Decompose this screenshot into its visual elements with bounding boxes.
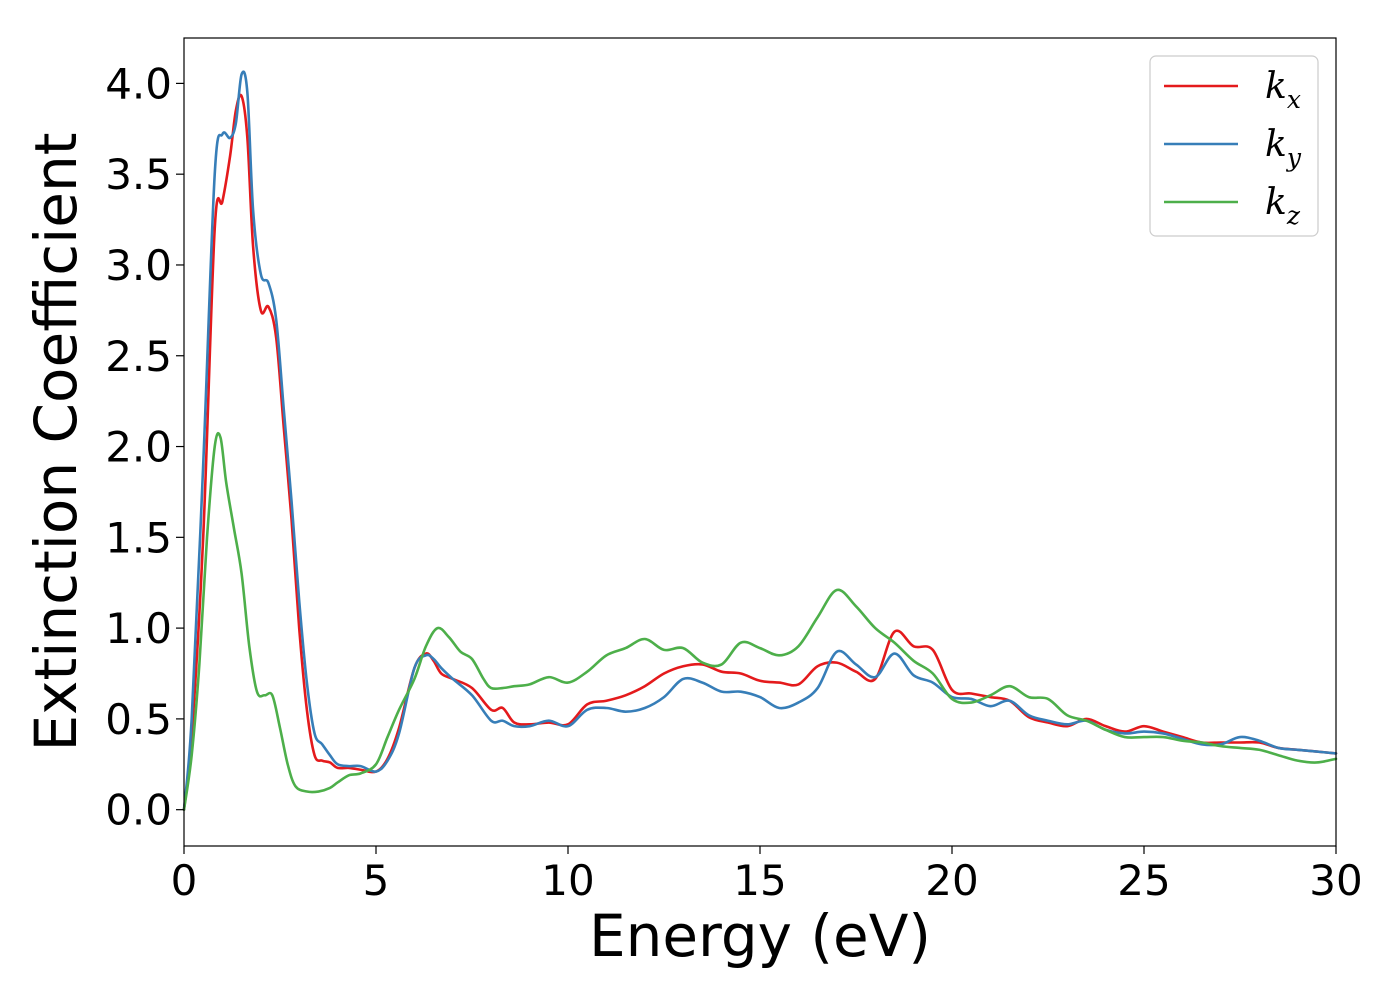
legend-frame — [1149, 55, 1319, 237]
ticks-layer: 0 5 10 15 20 25 30 0.0 0.5 1.0 1.5 2.0 2.5 3.0 3.5 4.0 — [105, 59, 1363, 905]
y-tick-label: 0.5 — [105, 695, 172, 744]
series-line-kz — [182, 431, 1338, 811]
y-tick-label: 0.0 — [105, 786, 172, 835]
legend-label-kz: kz — [1265, 182, 1301, 230]
y-tick-label: 4.0 — [105, 59, 172, 108]
legend: kx ky kz — [1149, 55, 1319, 237]
x-axis-title: Energy (eV) — [589, 902, 931, 970]
series-layer — [182, 70, 1338, 811]
x-tick-label: 30 — [1309, 856, 1362, 905]
series-line-ky — [182, 70, 1338, 811]
x-tick-label: 10 — [541, 856, 594, 905]
y-tick-label: 2.0 — [105, 423, 172, 472]
y-axis-title: Extinction Coefficient — [22, 133, 90, 752]
x-tick-label: 15 — [733, 856, 786, 905]
x-tick-label: 20 — [925, 856, 978, 905]
legend-label-kx: kx — [1265, 66, 1301, 114]
x-tick-label: 0 — [171, 856, 198, 905]
y-tick-label: 2.5 — [105, 332, 172, 381]
legend-label-ky: ky — [1265, 124, 1302, 172]
x-tick-label: 25 — [1117, 856, 1170, 905]
y-tick-label: 1.0 — [105, 604, 172, 653]
y-tick-label: 3.0 — [105, 241, 172, 290]
x-tick-label: 5 — [363, 856, 390, 905]
y-tick-label: 1.5 — [105, 513, 172, 562]
y-tick-label: 3.5 — [105, 150, 172, 199]
